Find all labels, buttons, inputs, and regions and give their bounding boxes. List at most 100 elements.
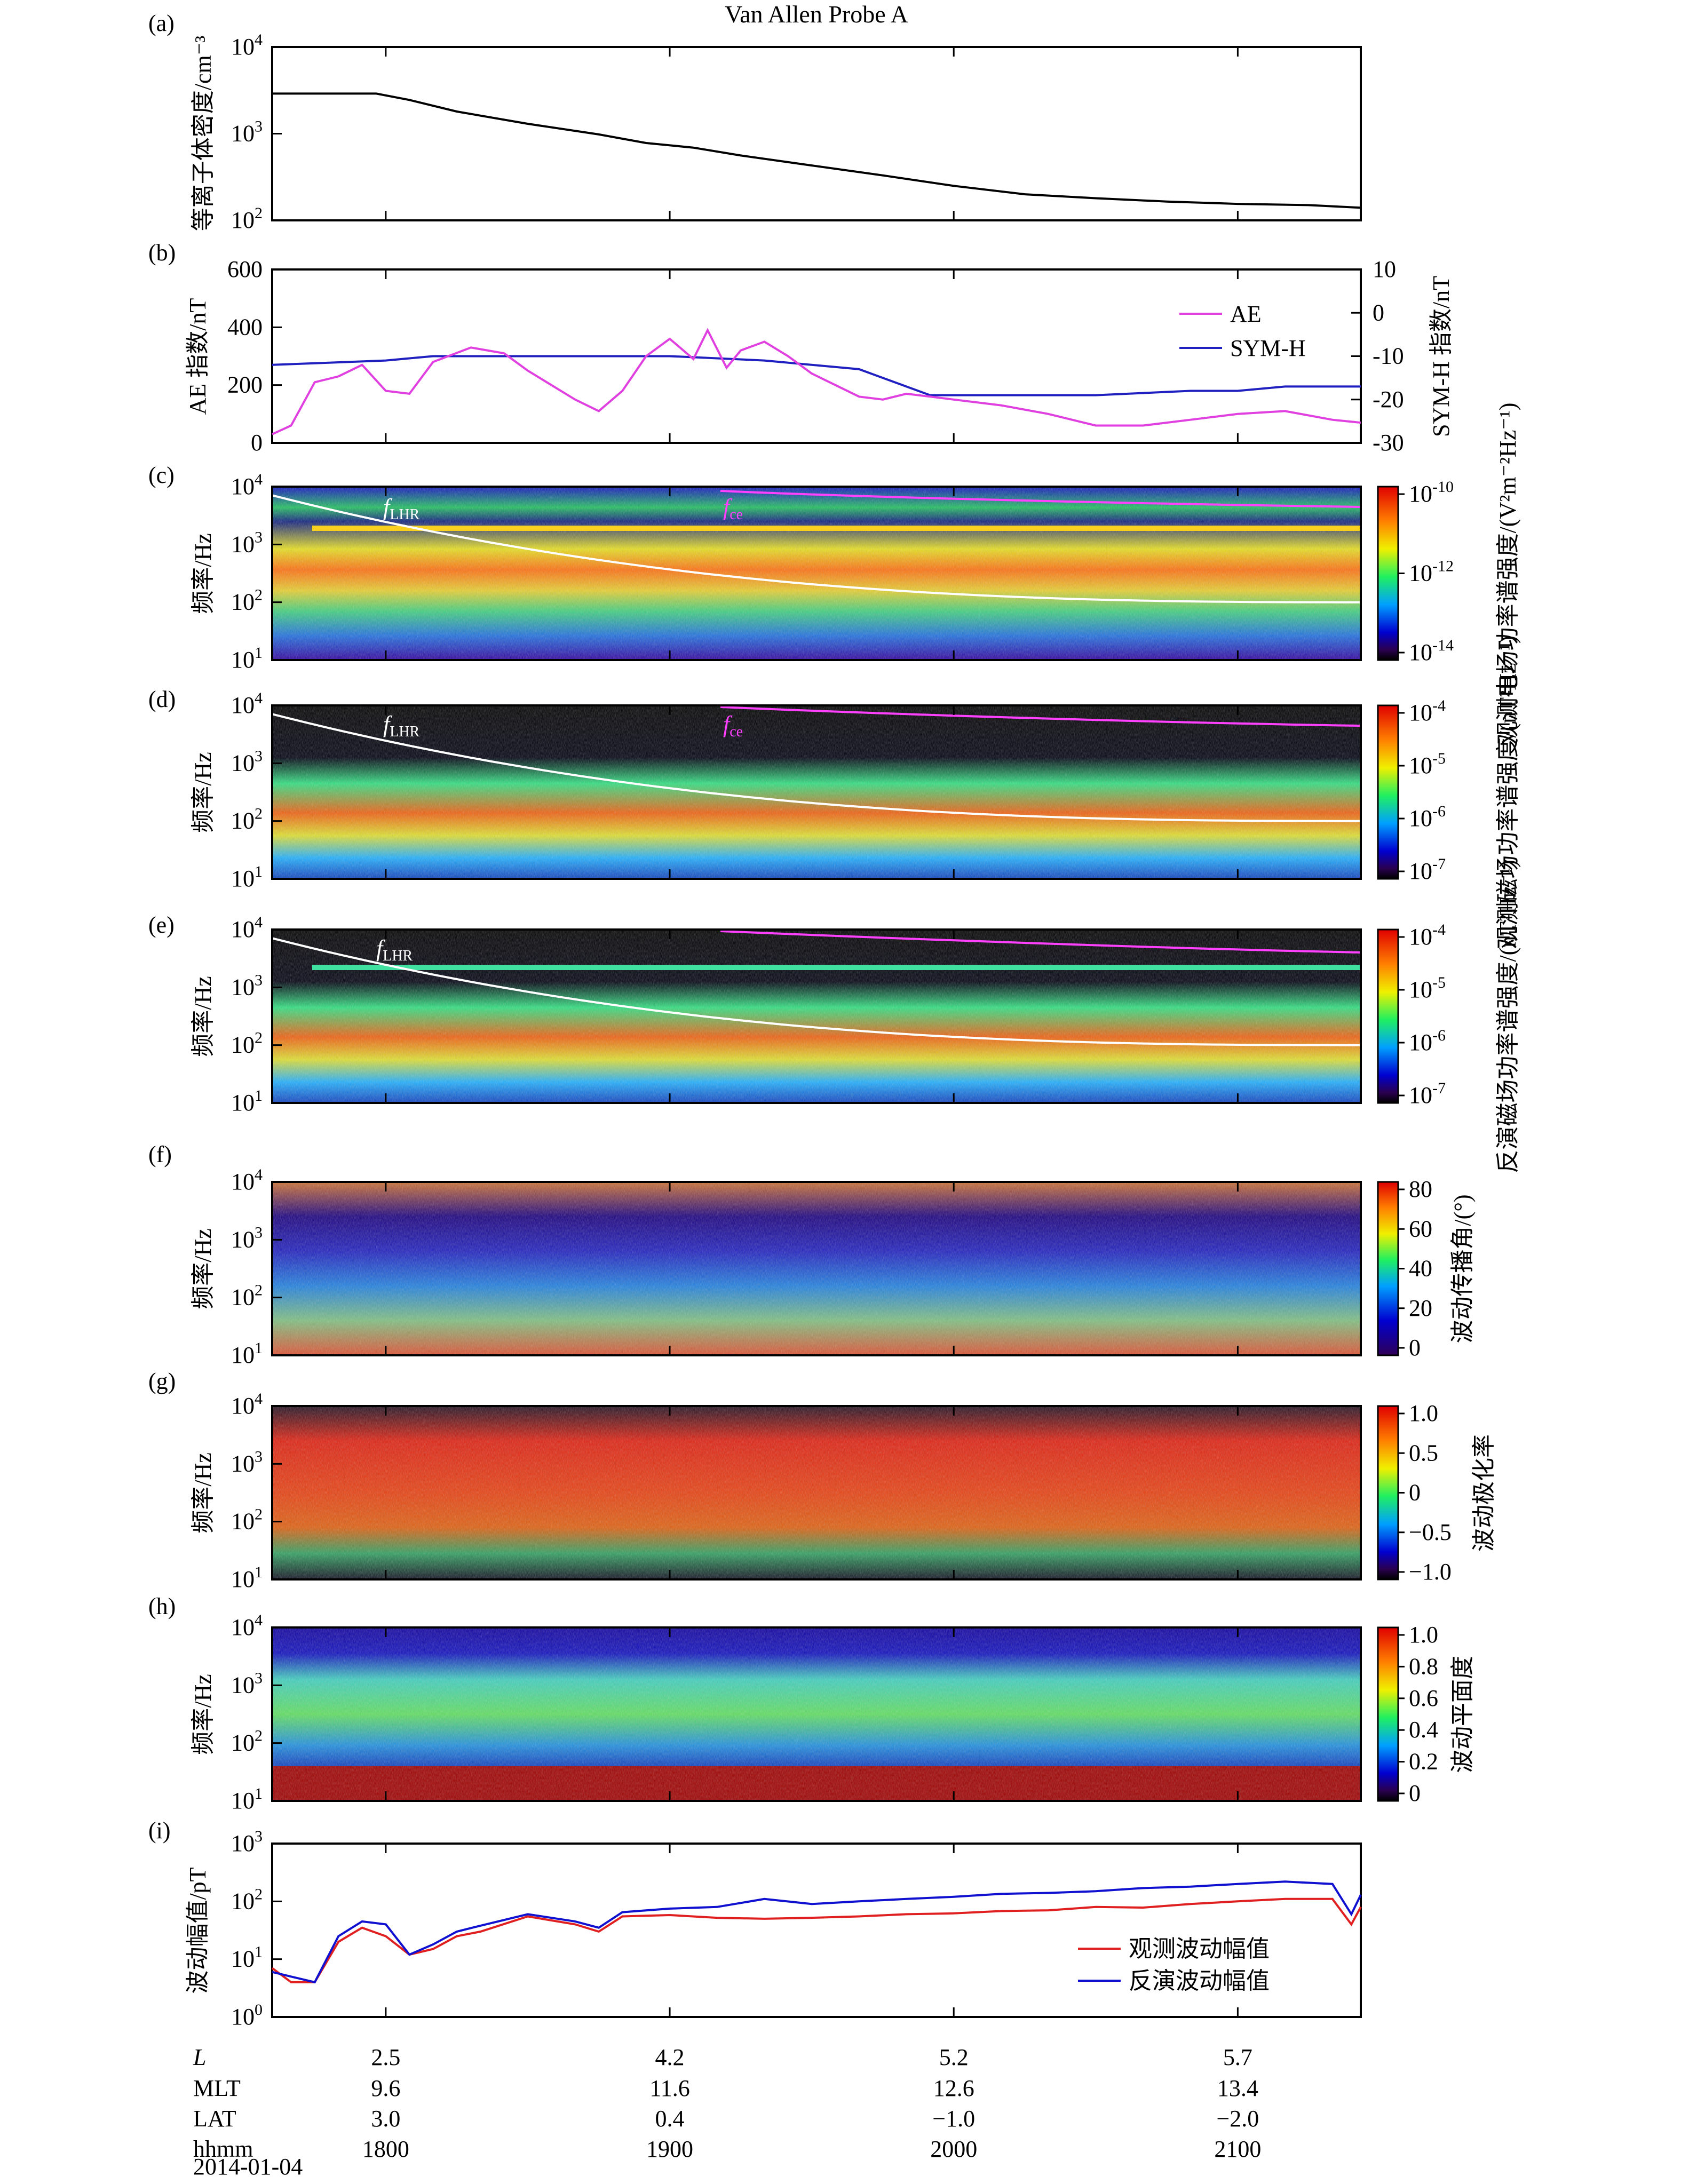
panel-d-y-label: 频率/Hz — [190, 752, 216, 833]
footer-cell: 2100 — [1214, 2136, 1261, 2162]
footer-row-name: hhmm — [193, 2136, 253, 2162]
panel-c-colorbar — [1377, 486, 1399, 661]
panel-f-y-label: 频率/Hz — [190, 1228, 216, 1309]
footer-cell: 1900 — [646, 2136, 693, 2162]
colorbar-tick-label: 10-5 — [1409, 750, 1446, 779]
panel-c-colorbar-ticks: 10-14 10-12 10-10 — [1398, 478, 1454, 665]
panel-f-texture — [272, 1182, 1361, 1355]
colorbar-tick-label: 10-6 — [1409, 803, 1446, 831]
colorbar-tick-label: 0.8 — [1409, 1653, 1438, 1679]
panel-d-texture — [272, 705, 1361, 879]
panel-e-y-ticks: 101 102 103 104 — [231, 914, 282, 1116]
panel-d-fce-curve — [720, 706, 1361, 727]
y-tick-label: 101 — [231, 863, 263, 892]
panel-h-y-ticks: 101 102 103 104 — [231, 1611, 282, 1814]
panel-b-y2-label: SYM-H 指数/nT — [1428, 276, 1454, 437]
y-tick-label: 103 — [231, 1828, 263, 1856]
panel-g-y-ticks: 101 102 103 104 — [231, 1390, 282, 1592]
colorbar-tick-label: 0 — [1409, 1335, 1421, 1361]
colorbar-tick-label: 20 — [1409, 1295, 1432, 1321]
footer-cell: 12.6 — [933, 2075, 974, 2101]
colorbar-tick-label: 10-6 — [1409, 1027, 1446, 1055]
panel-c-flhr-curve — [272, 494, 1361, 603]
colorbar-tick-label: 10-7 — [1409, 1079, 1446, 1108]
symh-line — [272, 355, 1361, 396]
panel-label-e: (e) — [148, 912, 175, 938]
colorbar-tick-label: 60 — [1409, 1216, 1432, 1242]
colorbar-tick-label: 40 — [1409, 1256, 1432, 1282]
panel-label-h: (h) — [148, 1593, 176, 1619]
panel-g-y-label: 频率/Hz — [190, 1452, 216, 1534]
panel-f-colorbar — [1377, 1181, 1399, 1356]
y-tick-label: 103 — [231, 1224, 263, 1252]
panel-c-colorbar-label: 观测电场功率谱强度/(V²m⁻²Hz⁻¹) — [1495, 403, 1521, 745]
footer-row-name: LAT — [193, 2106, 236, 2132]
panel-d-colorbar — [1377, 704, 1399, 880]
y-tick-label: 104 — [231, 914, 263, 942]
panel-e-colorbar-ticks: 10-7 10-6 10-5 10-4 — [1398, 921, 1446, 1108]
colorbar-tick-label: 10-12 — [1409, 558, 1454, 586]
y-tick-label: 104 — [231, 471, 263, 499]
y-tick-label: 102 — [231, 1885, 263, 1914]
y2-tick-label: 0 — [1373, 299, 1384, 325]
colorbar-tick-label: 10-5 — [1409, 974, 1446, 1003]
panel-h: 101 102 103 104 频率/Hz 0 0.2 0.4 0.6 0.8 1.0 波动平面… — [190, 1611, 1476, 1814]
footer-cell: 11.6 — [649, 2075, 689, 2101]
panel-i-frame — [271, 1842, 1362, 2018]
colorbar-tick-label: 10-10 — [1409, 478, 1454, 507]
colorbar-tick-label: −1.0 — [1409, 1559, 1452, 1585]
footer-row-name: MLT — [193, 2075, 241, 2101]
panel-f-colorbar-label: 波动传播角/(°) — [1449, 1194, 1476, 1343]
panel-b-y-ticks: 0 200 400 600 — [227, 256, 282, 456]
footer-cell: 1800 — [362, 2136, 409, 2162]
colorbar-tick-label: 1.0 — [1409, 1400, 1438, 1426]
panel-e-fce-curve — [720, 930, 1361, 954]
y-tick-label: 100 — [231, 2001, 263, 2030]
y-tick-label: 101 — [231, 1339, 263, 1368]
panel-b-y-label: AE 指数/nT — [185, 298, 211, 415]
footer-table: L 2.5 4.2 5.2 5.7 MLT 9.6 11.6 12.6 13.4 LAT 3.0 0.4… — [193, 2044, 1261, 2162]
panel-g-colorbar-ticks: −1.0 −0.5 0 0.5 1.0 — [1398, 1400, 1452, 1585]
y2-tick-label: -10 — [1373, 343, 1404, 369]
y-tick-label: 102 — [231, 1727, 263, 1756]
y-tick-label: 200 — [227, 372, 263, 398]
panel-d-flhr-curve — [272, 713, 1361, 822]
y2-tick-label: 10 — [1373, 256, 1396, 282]
footer-cell: 5.2 — [939, 2044, 969, 2070]
y-tick-label: 104 — [231, 1611, 263, 1640]
colorbar-tick-label: 80 — [1409, 1176, 1432, 1202]
panel-e-colorbar — [1377, 928, 1399, 1104]
panel-e-band-line — [312, 965, 1361, 970]
y-tick-label: 101 — [231, 1563, 263, 1592]
footer-cell: −1.0 — [932, 2106, 975, 2132]
panel-label-a: (a) — [148, 10, 175, 36]
colorbar-tick-label: 10-7 — [1409, 855, 1446, 884]
colorbar-tick-label: 10-4 — [1409, 697, 1446, 726]
y-tick-label: 104 — [231, 1166, 263, 1195]
colorbar-tick-label: 0.6 — [1409, 1685, 1438, 1711]
panel-h-y-label: 频率/Hz — [190, 1674, 216, 1755]
panel-h-colorbar — [1377, 1626, 1399, 1802]
panel-g-frame — [271, 1405, 1362, 1581]
panel-h-texture — [272, 1627, 1361, 1801]
panel-labels: (a) (b) (c) (d) (e) (f) (g) (h) (i) — [148, 10, 176, 1844]
legend-observed-label: 观测波动幅值 — [1129, 1936, 1270, 1962]
y-tick-label: 102 — [231, 1029, 263, 1058]
footer-cell: 2.5 — [371, 2044, 400, 2070]
y-tick-label: 103 — [231, 747, 263, 776]
y2-tick-label: -20 — [1373, 386, 1404, 412]
colorbar-tick-label: 0.4 — [1409, 1717, 1438, 1743]
panel-e-frame — [271, 928, 1362, 1104]
footer-cell: 3.0 — [371, 2106, 400, 2132]
y-tick-label: 103 — [231, 971, 263, 1000]
panel-f-colorbar-ticks: 0 20 40 60 80 — [1398, 1176, 1432, 1361]
panel-label-c: (c) — [148, 462, 175, 488]
panel-e-flhr-curve — [272, 937, 1361, 1046]
panel-a: 102 103 104 等离子体密度/cm⁻³ — [190, 31, 1362, 233]
y-tick-label: 101 — [231, 644, 263, 673]
colorbar-tick-label: 0 — [1409, 1780, 1421, 1806]
panel-label-g: (g) — [148, 1368, 176, 1394]
